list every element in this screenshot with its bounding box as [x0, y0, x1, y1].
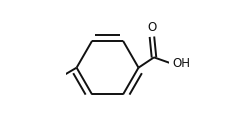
- Text: O: O: [147, 21, 156, 34]
- Text: OH: OH: [171, 57, 189, 70]
